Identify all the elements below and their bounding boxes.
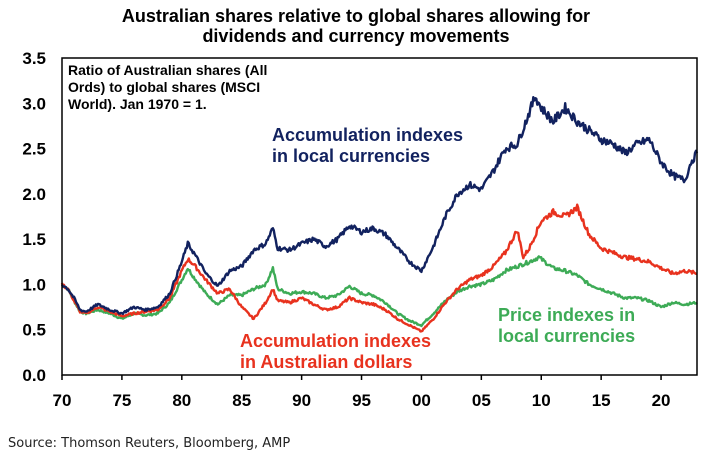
annotation-line: World). Jan 1970 = 1. xyxy=(68,96,207,112)
annotation-line: Ratio of Australian shares (All xyxy=(68,62,267,78)
x-tick-label: 20 xyxy=(652,391,671,410)
x-tick-label: 90 xyxy=(292,391,311,410)
y-tick-label: 2.0 xyxy=(22,185,46,204)
y-tick-label: 0.5 xyxy=(22,321,46,340)
x-tick-label: 80 xyxy=(172,391,191,410)
series-line-1 xyxy=(60,203,698,333)
series-label-0: in local currencies xyxy=(272,146,430,166)
annotation-line: Ords) to global shares (MSCI xyxy=(68,79,260,95)
y-tick-label: 1.5 xyxy=(22,230,46,249)
chart-title-line-1: Australian shares relative to global sha… xyxy=(121,6,591,26)
x-tick-label: 15 xyxy=(592,391,611,410)
series-label-2: Price indexes in xyxy=(498,305,635,325)
y-tick-label: 2.5 xyxy=(22,140,46,159)
series-line-0 xyxy=(60,96,699,316)
series-label-2: local currencies xyxy=(498,326,635,346)
y-tick-label: 1.0 xyxy=(22,275,46,294)
series-line-2 xyxy=(61,255,698,328)
x-tick-label: 75 xyxy=(112,391,131,410)
chart-title-line-2: dividends and currency movements xyxy=(202,26,510,46)
y-tick-label: 3.0 xyxy=(22,94,46,113)
y-tick-label: 3.5 xyxy=(22,49,46,68)
series-lines xyxy=(60,96,699,333)
y-axis-ticks: 0.0 0.5 1.0 1.5 2.0 2.5 3.0 3.5 xyxy=(22,49,46,385)
x-axis-ticks: 70 75 80 85 90 95 00 05 10 15 20 xyxy=(53,375,671,410)
series-label-1: Accumulation indexes xyxy=(240,331,431,351)
series-label-1: in Australian dollars xyxy=(240,352,412,372)
series-label-0: Accumulation indexes xyxy=(272,125,463,145)
x-tick-label: 00 xyxy=(412,391,431,410)
line-chart: 0.0 0.5 1.0 1.5 2.0 2.5 3.0 3.5 70 75 80 85 90 95 00 0… xyxy=(22,49,699,410)
x-tick-label: 85 xyxy=(232,391,251,410)
y-tick-label: 0.0 xyxy=(22,366,46,385)
plot-frame xyxy=(61,57,698,376)
x-tick-label: 10 xyxy=(532,391,551,410)
source-note: Source: Thomson Reuters, Bloomberg, AMP xyxy=(8,436,291,451)
x-tick-label: 05 xyxy=(472,391,491,410)
x-tick-label: 70 xyxy=(53,391,72,410)
x-tick-label: 95 xyxy=(352,391,371,410)
chart-title: Australian shares relative to global sha… xyxy=(0,6,712,46)
